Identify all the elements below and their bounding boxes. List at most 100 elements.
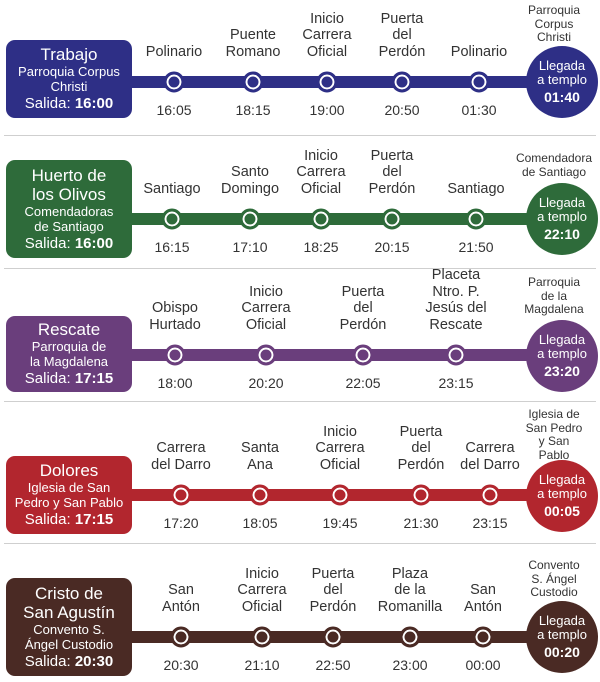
stop-label: Puerta del Perdón — [397, 423, 445, 473]
stop-dot-icon — [316, 71, 338, 93]
stop-time: 23:15 — [472, 515, 508, 531]
departure: Salida: 20:30 — [8, 653, 130, 671]
route-line — [30, 349, 540, 361]
brotherhood-name: Cristo de San Agustín — [23, 583, 115, 622]
destination-church: Parroquia de la Magdalena — [524, 275, 584, 316]
stop-time: 18:15 — [235, 102, 271, 118]
arrival-label: Llegada a templo — [537, 613, 587, 642]
departure-time: 17:15 — [74, 370, 114, 387]
stop-dot-icon — [465, 208, 487, 230]
arrival-label: Llegada a templo — [537, 332, 587, 361]
stop-label: Santiago — [143, 180, 201, 197]
arrival-label: Llegada a templo — [537, 58, 587, 87]
stop-dot-icon — [322, 626, 344, 648]
stop-label: Carrera del Darro — [460, 440, 520, 473]
stop-label: Santiago — [447, 180, 505, 197]
route-separator — [4, 268, 596, 269]
stop-dot-icon — [255, 344, 277, 366]
stop-time: 20:15 — [374, 239, 410, 255]
stop-time: 22:05 — [345, 375, 381, 391]
stop-time: 16:15 — [154, 239, 190, 255]
brotherhood-name: Trabajo — [40, 45, 98, 64]
destination-church: Comendadora de Santiago — [515, 151, 593, 179]
stop-label: Inicio Carrera Oficial — [315, 423, 365, 473]
stop-dot-icon — [445, 344, 467, 366]
stop-dot-icon — [310, 208, 332, 230]
departure-label: Salida: — [24, 95, 71, 112]
route-line — [30, 213, 540, 225]
stop-label: Inicio Carrera Oficial — [296, 147, 346, 197]
arrival-time: 22:10 — [544, 226, 580, 242]
stop-time: 21:10 — [244, 657, 280, 673]
stop-label: Santo Domingo — [220, 164, 280, 197]
departure: Salida: 17:15 — [8, 370, 130, 388]
stop-time: 23:00 — [392, 657, 428, 673]
stop-dot-icon — [163, 71, 185, 93]
departure: Salida: 16:00 — [8, 235, 130, 253]
stop-dot-icon — [410, 484, 432, 506]
departure-label: Salida: — [24, 652, 71, 670]
arrival-badge: Llegada a templo 23:20 — [526, 320, 598, 392]
stop-time: 21:30 — [403, 515, 439, 531]
stop-dot-icon — [391, 71, 413, 93]
brotherhood-name: Dolores — [39, 461, 99, 480]
stop-time: 23:15 — [438, 375, 474, 391]
stop-dot-icon — [381, 208, 403, 230]
arrival-badge: Llegada a templo 00:20 — [526, 601, 598, 673]
departure-label: Salida: — [24, 370, 71, 387]
destination-church: Parroquia Corpus Christi — [527, 3, 581, 44]
stop-time: 17:20 — [163, 515, 199, 531]
stop-label: Inicio Carrera Oficial — [237, 565, 287, 615]
stop-time: 00:00 — [465, 657, 501, 673]
brotherhood-box: Trabajo Parroquia Corpus Christi Salida: 16… — [6, 40, 132, 118]
departure: Salida: 17:15 — [8, 511, 130, 529]
stop-dot-icon — [468, 71, 490, 93]
stop-dot-icon — [329, 484, 351, 506]
stop-label: Carrera del Darro — [151, 440, 211, 473]
stop-label: San Antón — [162, 582, 200, 615]
origin-church: Comendadoras de Santiago — [24, 203, 114, 234]
departure: Salida: 16:00 — [8, 95, 130, 113]
departure-time: 16:00 — [74, 95, 114, 112]
destination-church: Convento S. Ángel Custodio — [528, 558, 580, 599]
brotherhood-box: Huerto de los Olivos Comendadoras de Santia… — [6, 160, 132, 258]
stop-label: Placeta Ntro. P. Jesús del Rescate — [425, 267, 487, 333]
arrival-time: 00:05 — [544, 503, 580, 519]
arrival-label: Llegada a templo — [537, 195, 587, 224]
route-separator — [4, 135, 596, 136]
arrival-badge: Llegada a templo 01:40 — [526, 46, 598, 118]
arrival-time: 00:20 — [544, 644, 580, 660]
stop-dot-icon — [479, 484, 501, 506]
stop-time: 20:50 — [384, 102, 420, 118]
stop-time: 20:20 — [248, 375, 284, 391]
stop-dot-icon — [239, 208, 261, 230]
stop-dot-icon — [170, 626, 192, 648]
stop-dot-icon — [251, 626, 273, 648]
departure-time: 20:30 — [74, 652, 114, 670]
arrival-label: Llegada a templo — [537, 472, 587, 501]
stop-label: San Antón — [464, 582, 502, 615]
brotherhood-box: Rescate Parroquia de la Magdalena Salida: 1… — [6, 316, 132, 392]
stop-label: Santa Ana — [241, 440, 279, 473]
departure-label: Salida: — [24, 511, 71, 528]
stop-dot-icon — [164, 344, 186, 366]
stop-time: 18:00 — [157, 375, 193, 391]
stop-label: Obispo Hurtado — [149, 300, 201, 333]
stop-label: Puerta del Perdón — [309, 565, 357, 615]
brotherhood-box: Dolores Iglesia de San Pedro y San Pablo Sa… — [6, 456, 132, 534]
stop-dot-icon — [161, 208, 183, 230]
stop-dot-icon — [249, 484, 271, 506]
stop-label: Puente Romano — [225, 27, 281, 60]
stop-label: Puerta del Perdón — [368, 147, 416, 197]
stop-time: 17:10 — [232, 239, 268, 255]
stop-time: 01:30 — [461, 102, 497, 118]
stop-dot-icon — [352, 344, 374, 366]
origin-church: Convento S. Ángel Custodio — [24, 621, 114, 652]
origin-church: Iglesia de San Pedro y San Pablo — [14, 480, 124, 510]
stop-time: 18:05 — [242, 515, 278, 531]
stop-dot-icon — [170, 484, 192, 506]
arrival-time: 23:20 — [544, 363, 580, 379]
origin-church: Parroquia de la Magdalena — [29, 339, 109, 369]
stop-time: 21:50 — [458, 239, 494, 255]
stop-label: Puerta del Perdón — [339, 283, 387, 333]
